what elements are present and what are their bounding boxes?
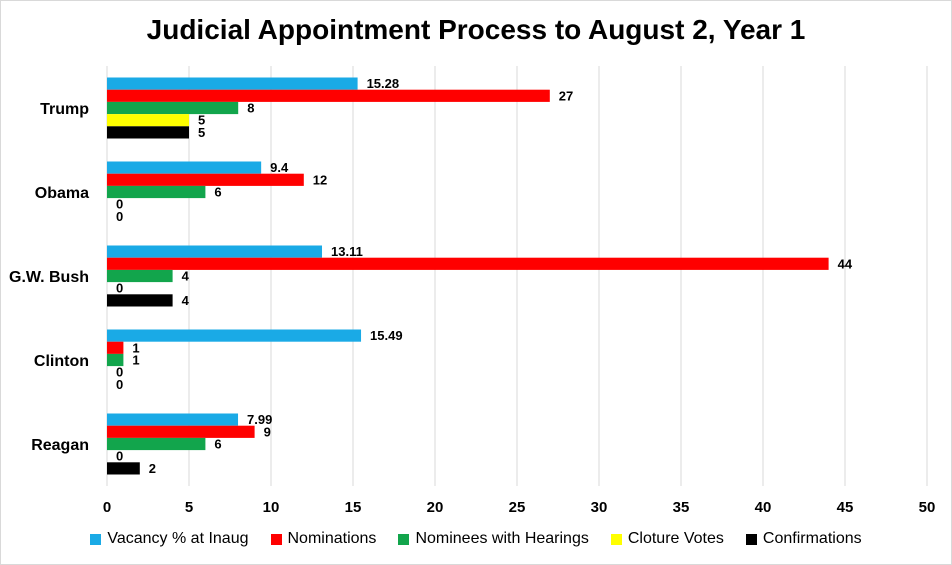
bar (107, 329, 362, 342)
category-labels: Trump Obama G.W. Bush Clinton Reagan (9, 101, 89, 454)
bar (107, 101, 239, 115)
data-label: 1 (132, 340, 139, 355)
legend-swatch (398, 533, 410, 545)
data-label: 15.28 (367, 76, 400, 91)
x-tick-label: 25 (509, 499, 526, 516)
data-label: 2 (149, 461, 156, 476)
category-label: Reagan (31, 437, 89, 454)
category-label: Trump (40, 101, 89, 118)
x-tick-label: 50 (919, 499, 936, 516)
legend-swatch (270, 533, 282, 545)
data-label: 15.49 (370, 328, 403, 343)
bars (107, 77, 829, 475)
x-tick-labels: 0 5 10 15 20 25 30 35 40 45 50 (103, 499, 936, 516)
legend-label: Vacancy % at Inaug (107, 530, 249, 547)
bar (107, 413, 239, 426)
data-label: 0 (116, 281, 123, 296)
legend-item: Cloture Votes (610, 530, 724, 548)
bar (107, 353, 124, 367)
bar (107, 77, 358, 90)
data-label: 12 (313, 172, 327, 187)
bar (107, 185, 206, 199)
data-label: 5 (198, 125, 205, 140)
data-label: 6 (214, 437, 221, 452)
category-label: Obama (35, 185, 89, 202)
data-labels: 15.28278559.41260013.114440415.4911007.9… (116, 76, 853, 476)
data-label: 7.99 (247, 412, 272, 427)
data-label: 0 (116, 377, 123, 392)
data-label: 0 (116, 209, 123, 224)
x-tick-label: 15 (345, 499, 362, 516)
bar (107, 173, 304, 186)
legend-item: Nominees with Hearings (398, 530, 589, 548)
x-tick-label: 20 (427, 499, 444, 516)
category-label: G.W. Bush (9, 269, 89, 286)
data-label: 44 (838, 256, 853, 271)
data-label: 8 (247, 101, 254, 116)
x-tick-label: 5 (185, 499, 193, 516)
legend: Vacancy % at Inaug Nominations Nominees wi… (0, 530, 952, 548)
legend-item: Vacancy % at Inaug (90, 530, 249, 548)
legend-label: Cloture Votes (627, 530, 724, 547)
x-tick-label: 30 (591, 499, 608, 516)
legend-label: Nominations (287, 530, 377, 547)
legend-item: Nominations (270, 530, 377, 548)
bar (107, 161, 262, 174)
data-label: 4 (182, 269, 190, 284)
legend-label: Nominees with Hearings (415, 530, 589, 547)
bar (107, 89, 550, 102)
legend-swatch (610, 533, 622, 545)
bar (107, 126, 189, 139)
bar (107, 269, 173, 283)
data-label: 0 (116, 197, 123, 212)
data-label: 1 (132, 353, 139, 368)
x-tick-label: 40 (755, 499, 772, 516)
category-label: Clinton (34, 353, 89, 370)
legend-label: Confirmations (762, 530, 862, 547)
data-label: 6 (214, 185, 221, 200)
data-label: 0 (116, 365, 123, 380)
bar (107, 257, 829, 270)
x-tick-label: 45 (837, 499, 854, 516)
legend-swatch (90, 533, 102, 545)
bar (107, 294, 173, 307)
bar (107, 425, 255, 438)
bar (107, 114, 189, 127)
x-tick-label: 35 (673, 499, 690, 516)
x-tick-label: 0 (103, 499, 111, 516)
bar (107, 437, 206, 451)
legend-item: Confirmations (745, 530, 862, 548)
data-label: 0 (116, 449, 123, 464)
data-label: 9.4 (270, 160, 289, 175)
bar (107, 341, 124, 354)
data-label: 13.11 (331, 244, 363, 259)
x-tick-label: 10 (263, 499, 280, 516)
data-label: 27 (559, 88, 573, 103)
bar (107, 462, 140, 475)
bar (107, 245, 323, 258)
chart-title: Judicial Appointment Process to August 2… (146, 14, 806, 45)
data-label: 5 (198, 113, 205, 128)
gridlines (106, 66, 928, 486)
data-label: 9 (264, 424, 271, 439)
data-label: 4 (182, 293, 190, 308)
legend-swatch (745, 533, 757, 545)
